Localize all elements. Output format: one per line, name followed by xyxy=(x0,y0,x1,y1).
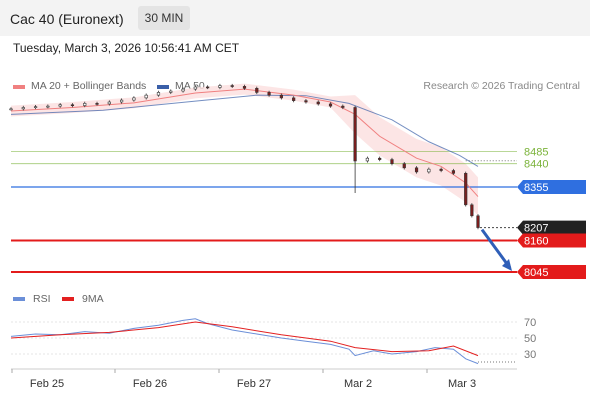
projection-arrow xyxy=(480,228,512,269)
candle-body xyxy=(46,105,50,108)
rsi-tick-50: 50 xyxy=(524,333,536,345)
candle-body xyxy=(451,170,456,174)
candle-body xyxy=(83,103,87,106)
candle-body xyxy=(476,215,480,228)
candle-body xyxy=(341,105,345,108)
candle-body xyxy=(292,97,296,101)
candle-body xyxy=(402,163,406,169)
candle-body xyxy=(132,97,136,101)
x-tick-label-feb-25: Feb 25 xyxy=(30,378,64,390)
x-tick-label-mar-3: Mar 3 xyxy=(448,378,476,390)
rsi-tick-30: 30 xyxy=(524,349,536,361)
candle-body xyxy=(464,172,468,206)
candle-body xyxy=(439,168,443,171)
candle-body xyxy=(470,204,474,217)
candle-body xyxy=(353,107,357,162)
credit-text: Research © 2026 Trading Central xyxy=(423,80,580,92)
candle-body xyxy=(304,100,308,103)
candle-body xyxy=(206,86,210,89)
level-tag-8045 xyxy=(517,265,586,279)
candle-body xyxy=(230,85,234,87)
candle-body xyxy=(156,92,161,96)
candle-body xyxy=(107,101,111,105)
level-label-8485: 8485 xyxy=(524,146,548,158)
x-tick-label-feb-27: Feb 27 xyxy=(237,378,271,390)
rsi-ma-legend-swatch xyxy=(62,297,74,301)
candle-body xyxy=(390,159,394,164)
ma20-line xyxy=(10,88,479,197)
ma50-line xyxy=(10,94,479,167)
level-label-8207: 8207 xyxy=(524,223,548,235)
ma20-legend-swatch xyxy=(13,85,25,89)
rsi-legend-label: RSI xyxy=(33,293,51,305)
bollinger-band xyxy=(11,83,478,216)
rsi-legend-swatch xyxy=(13,297,25,301)
level-tag-8160 xyxy=(517,233,586,248)
candle-body xyxy=(33,106,38,108)
x-tick-label-mar-2: Mar 2 xyxy=(344,378,372,390)
rsi-ma-legend-label: 9MA xyxy=(82,293,104,305)
x-tick-label-feb-26: Feb 26 xyxy=(133,378,167,390)
candle-body xyxy=(193,86,197,90)
candle-body xyxy=(58,104,62,107)
candle-body xyxy=(70,104,75,107)
instrument-title: Cac 40 (Euronext) xyxy=(10,11,124,27)
projection-arrow-head xyxy=(502,259,512,271)
timeframe-badge[interactable]: 30 MIN xyxy=(138,6,190,30)
level-label-8160: 8160 xyxy=(524,235,548,247)
ma20-legend-label: MA 20 + Bollinger Bands xyxy=(31,80,147,92)
candle-body xyxy=(169,90,173,93)
level-tag-8355 xyxy=(517,180,586,194)
ma50-legend-swatch xyxy=(157,85,169,89)
rsi-tick-70: 70 xyxy=(524,317,536,329)
header-bar xyxy=(0,0,590,36)
candle-body xyxy=(279,94,283,99)
candle-body xyxy=(378,157,382,160)
timestamp: Tuesday, March 3, 2026 10:56:41 AM CET xyxy=(13,41,240,55)
candle-body xyxy=(328,103,333,107)
candle-body xyxy=(21,107,25,110)
level-tag-8207 xyxy=(517,220,586,235)
rsi-line xyxy=(10,318,479,365)
candle-body xyxy=(95,103,99,105)
candle-body xyxy=(414,167,419,173)
candle-body xyxy=(427,168,431,173)
candle-body xyxy=(316,101,320,105)
candle-body xyxy=(120,99,124,103)
rsi-ma-line xyxy=(10,321,479,357)
candle-body xyxy=(255,87,259,93)
candle-body xyxy=(365,157,369,162)
candle-body xyxy=(144,94,148,99)
candle-body xyxy=(267,92,271,96)
candle-body xyxy=(9,108,13,111)
level-label-8440: 8440 xyxy=(524,159,548,171)
level-label-8355: 8355 xyxy=(524,182,548,194)
candle-body xyxy=(218,85,222,88)
candle-body xyxy=(242,86,247,89)
candle-body xyxy=(181,88,185,92)
level-label-8045: 8045 xyxy=(524,267,548,279)
